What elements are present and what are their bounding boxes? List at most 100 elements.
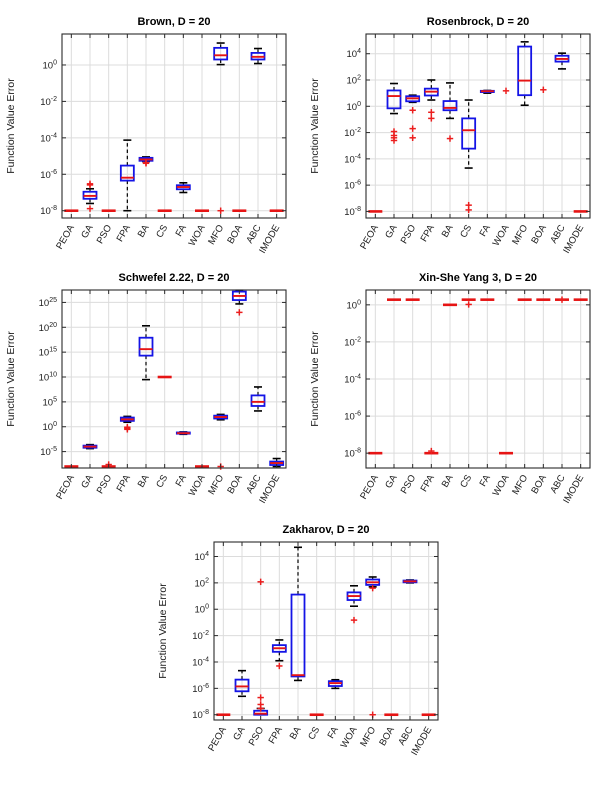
boxes-layer [216, 546, 436, 718]
x-tick-label-PEOA: PEOA [54, 472, 77, 501]
box-group-GA [386, 82, 402, 144]
subplot-title-schwefel-2-22-d-20: Schwefel 2.22, D = 20 [119, 272, 230, 284]
boxes-layer [64, 289, 285, 470]
subplot-title-zakharov-d-20: Zakharov, D = 20 [283, 524, 370, 536]
box-group-WOA [346, 584, 362, 624]
y-tick-label: 102 [347, 75, 362, 87]
subplot-title-rosenbrock-d-20: Rosenbrock, D = 20 [427, 16, 529, 28]
box-group-BA [138, 324, 154, 381]
box-group-FA [175, 182, 191, 194]
y-tick-label: 104 [195, 551, 210, 563]
box-group-WOA [502, 87, 510, 95]
y-tick-label: 10-2 [344, 336, 361, 348]
iqr-box-GA [386, 89, 402, 110]
x-tick-label-MFO: MFO [206, 223, 226, 247]
y-tick-label: 1010 [39, 372, 57, 384]
axes-layer: 104 102 100 10-2 10-4 10-6 10-8 PEOA GA PSO FPA BA C… [192, 541, 439, 757]
box-group-BA [138, 156, 154, 167]
x-tick-label-CS: CS [458, 473, 474, 490]
y-tick-label: 10-8 [344, 206, 361, 218]
box-group-GA [82, 443, 98, 450]
grid-lines [62, 290, 286, 468]
outlier-marker-BOA [540, 86, 547, 93]
x-tick-label-BA: BA [440, 472, 456, 489]
x-tick-label-FA: FA [174, 472, 190, 488]
axis-frame [213, 541, 439, 721]
x-tick-label-CS: CS [154, 473, 170, 490]
y-tick-label: 10-8 [40, 205, 57, 217]
x-tick-label-BA: BA [136, 222, 152, 239]
box-group-MFO [213, 42, 229, 214]
subplot-zakharov-d-20: 104 102 100 10-2 10-4 10-6 10-8 PEOA GA PSO FPA BA C… [154, 512, 454, 784]
y-axis-label-brown-d-20: Function Value Error [5, 78, 17, 174]
y-tick-label: 100 [347, 299, 362, 311]
outlier-marker-CS [465, 206, 472, 214]
y-tick-label: 10-2 [40, 96, 57, 108]
x-tick-label-GA: GA [79, 472, 96, 490]
x-tick-label-GA: GA [79, 222, 96, 240]
grid-lines [366, 290, 590, 468]
grid-lines [62, 34, 286, 218]
outlier-marker-PSO [409, 107, 416, 114]
y-tick-label: 10-2 [344, 127, 361, 139]
y-axis-label-zakharov-d-20: Function Value Error [157, 583, 169, 679]
x-tick-label-BOA: BOA [377, 724, 397, 747]
iqr-box-MFO [213, 46, 229, 61]
outlier-marker-FPA [428, 115, 435, 122]
x-tick-label-PEOA: PEOA [358, 472, 381, 501]
x-tick-label-FPA: FPA [115, 222, 134, 243]
x-tick-label-FA: FA [174, 222, 190, 238]
x-tick-label-WOA: WOA [491, 472, 512, 498]
x-tick-label-MFO: MFO [206, 473, 226, 497]
x-tick-label-PSO: PSO [95, 473, 115, 496]
grid-lines [214, 542, 438, 720]
y-tick-label: 1025 [39, 297, 57, 309]
grid-lines [366, 34, 590, 218]
axes-layer: 1025 1020 1015 1010 105 100 10-5 PEOA GA PSO FPA BA… [39, 289, 287, 505]
y-tick-label: 10-4 [192, 656, 209, 668]
box-group-FA [175, 431, 191, 436]
outlier-marker-WOA [350, 616, 358, 624]
x-tick-label-CS: CS [154, 223, 170, 240]
box-group-BA [442, 82, 458, 142]
outlier-marker-ABC [558, 296, 566, 303]
x-tick-label-BA: BA [288, 724, 304, 741]
x-tick-label-PEOA: PEOA [54, 222, 77, 251]
boxes-layer [368, 296, 588, 455]
x-tick-label-GA: GA [231, 724, 248, 742]
y-tick-label: 104 [347, 48, 362, 60]
outlier-marker-BOA [236, 309, 243, 316]
outlier-marker-PSO [257, 705, 264, 712]
x-tick-label-FPA: FPA [419, 472, 438, 493]
x-tick-label-WOA: WOA [187, 222, 208, 248]
subplot-title-xin-she-yang-3-d-20: Xin-She Yang 3, D = 20 [419, 272, 537, 284]
x-tick-label-WOA: WOA [491, 222, 512, 248]
iqr-box-BA [290, 593, 306, 678]
x-tick-label-FA: FA [478, 472, 494, 488]
y-tick-label: 100 [195, 604, 210, 616]
x-tick-label-MFO: MFO [510, 223, 530, 247]
x-tick-label-PSO: PSO [399, 223, 419, 246]
x-tick-label-FPA: FPA [419, 222, 438, 243]
subplot-brown-d-20: 100 10-2 10-4 10-6 10-8 PEOA GA PSO FPA BA CS FA WOA… [2, 4, 302, 256]
box-group-FPA [119, 139, 135, 212]
y-tick-label: 10-2 [192, 630, 209, 642]
x-tick-label-PSO: PSO [399, 473, 419, 496]
axis-frame [365, 33, 591, 219]
box-group-ABC [250, 386, 266, 412]
outlier-marker-PSO [257, 578, 264, 586]
y-tick-label: 100 [43, 59, 58, 71]
outlier-marker-GA [390, 137, 398, 144]
box-group-FA [327, 678, 343, 690]
iqr-box-BA [138, 336, 154, 357]
outlier-marker-PSO [257, 694, 264, 701]
x-tick-label-FPA: FPA [115, 472, 134, 493]
box-group-ABC [402, 579, 418, 584]
box-group-PSO [405, 94, 421, 142]
outlier-marker-FPA [428, 447, 435, 455]
x-tick-label-WOA: WOA [339, 724, 360, 750]
box-group-FPA [424, 447, 439, 455]
box-group-FPA [271, 639, 287, 670]
boxes-layer [64, 42, 284, 214]
